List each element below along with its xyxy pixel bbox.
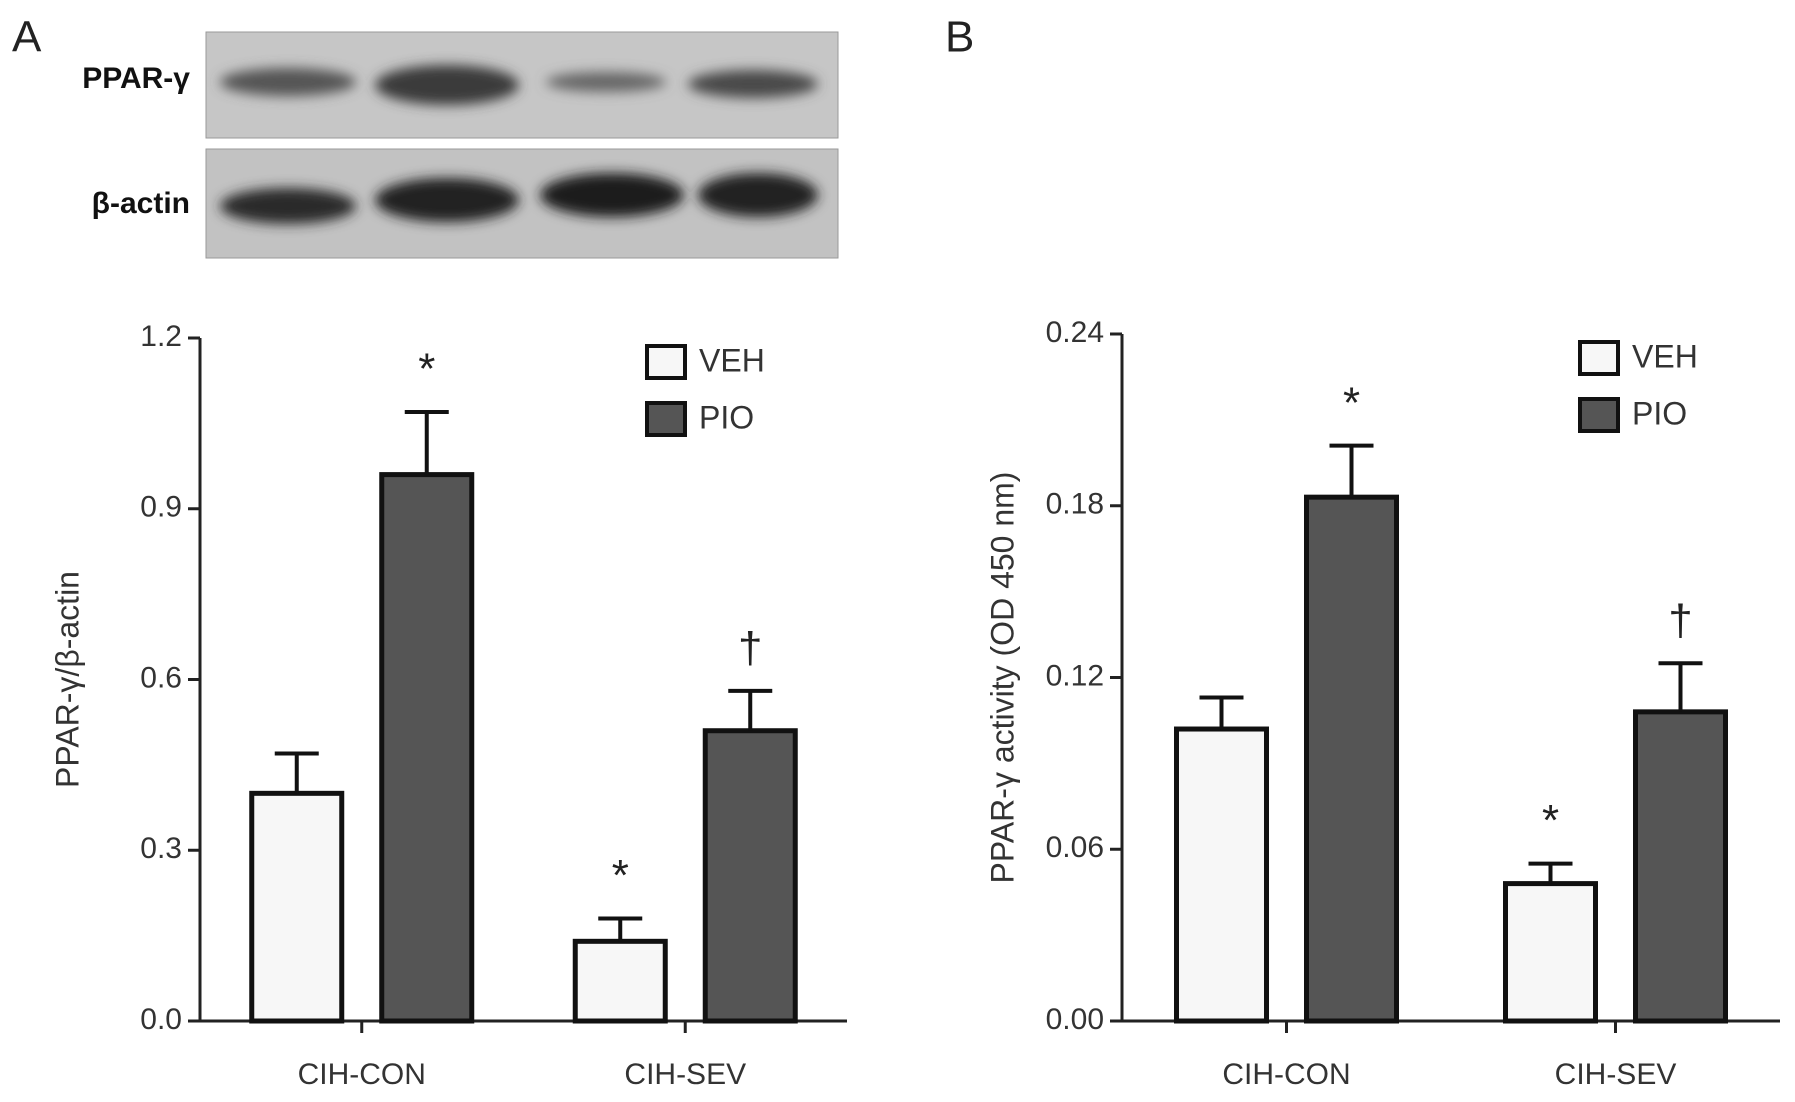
blot-label: β-actin xyxy=(92,187,190,220)
blot-label: PPAR-γ xyxy=(82,62,190,95)
western-blot: PPAR-γ β-actin xyxy=(82,31,839,259)
y-tick-label: 0.00 xyxy=(1046,1003,1104,1036)
legend-swatch xyxy=(645,344,687,380)
legend-swatch xyxy=(1578,340,1620,376)
legend-label: VEH xyxy=(699,342,765,378)
legend-label: PIO xyxy=(699,399,754,435)
bar xyxy=(702,728,798,1024)
y-axis-label: PPAR-γ activity (OD 450 nm) xyxy=(984,472,1020,884)
bar xyxy=(1174,726,1269,1024)
annotation: * xyxy=(1542,796,1559,845)
legend-swatch xyxy=(1578,397,1620,433)
y-axis-label: PPAR-γ/β-actin xyxy=(49,571,85,788)
x-tick-label: CIH-CON xyxy=(1222,1058,1350,1091)
bar xyxy=(379,472,475,1024)
annotation: † xyxy=(1668,596,1692,645)
legend-label: VEH xyxy=(1632,338,1698,374)
annotation: * xyxy=(1343,378,1360,427)
legend-label: PIO xyxy=(1632,395,1687,431)
x-tick-label: CIH-CON xyxy=(298,1058,426,1091)
bar xyxy=(249,790,345,1024)
y-tick-label: 0.6 xyxy=(140,661,182,694)
y-tick-label: 0.3 xyxy=(140,832,182,865)
y-tick-label: 0.9 xyxy=(140,491,182,524)
bar xyxy=(1633,709,1728,1024)
bar xyxy=(1503,881,1598,1024)
x-tick-label: CIH-SEV xyxy=(624,1058,746,1091)
y-tick-label: 0.06 xyxy=(1046,831,1104,864)
y-tick-label: 0.18 xyxy=(1046,488,1104,521)
y-tick-label: 0.12 xyxy=(1046,659,1104,692)
y-tick-label: 1.2 xyxy=(140,320,182,353)
annotation: * xyxy=(612,851,629,900)
y-tick-label: 0.24 xyxy=(1046,316,1104,349)
annotation: * xyxy=(418,345,435,394)
blot-bands xyxy=(220,65,818,224)
bar xyxy=(1304,494,1399,1024)
panel-label: A xyxy=(12,13,42,62)
panel-label: B xyxy=(945,13,974,62)
bar xyxy=(572,938,668,1024)
x-tick-label: CIH-SEV xyxy=(1555,1058,1677,1091)
y-tick-label: 0.0 xyxy=(140,1003,182,1036)
legend-swatch xyxy=(645,401,687,437)
annotation: † xyxy=(738,624,762,673)
